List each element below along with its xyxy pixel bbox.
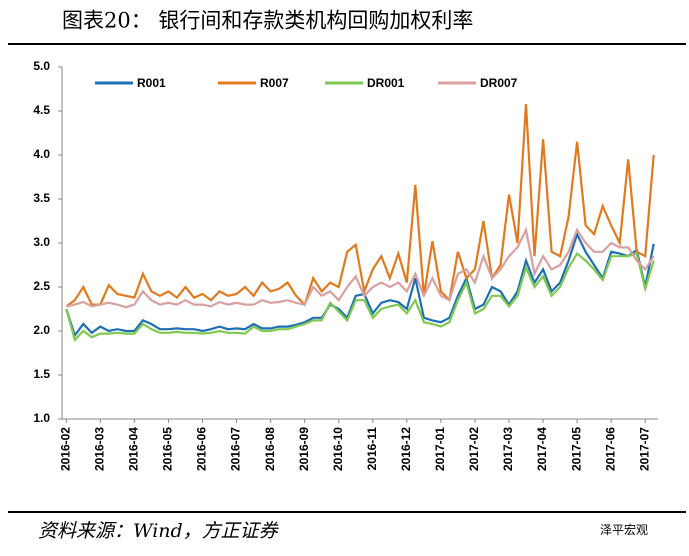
x-tick-label: 2017-01 xyxy=(433,427,447,471)
y-tick-label: 1.5 xyxy=(33,367,50,381)
x-tick-label: 2016-03 xyxy=(92,427,106,471)
line-series xyxy=(66,226,655,309)
line-series xyxy=(65,103,655,308)
x-tick-label: 2016-07 xyxy=(229,427,243,471)
legend-label: DR007 xyxy=(480,76,518,90)
x-tick-label: 2017-05 xyxy=(569,427,583,471)
y-tick-label: 4.5 xyxy=(33,103,50,117)
x-tick-label: 2017-03 xyxy=(501,427,515,471)
x-tick-label: 2016-12 xyxy=(399,427,413,471)
y-tick-label: 5.0 xyxy=(33,59,50,73)
x-tick-label: 2016-05 xyxy=(161,427,175,471)
x-tick-label: 2016-06 xyxy=(195,427,209,471)
y-tick-label: 1.0 xyxy=(33,411,50,425)
y-tick-label: 4.0 xyxy=(33,147,50,161)
x-tick-label: 2016-11 xyxy=(365,427,379,471)
y-tick-label: 2.0 xyxy=(33,323,50,337)
legend-label: DR001 xyxy=(367,76,405,90)
x-tick-label: 2017-07 xyxy=(637,427,651,471)
x-tick-label: 2017-02 xyxy=(467,427,481,471)
y-tick-label: 3.0 xyxy=(33,235,50,249)
legend-label: R007 xyxy=(260,76,289,90)
chart-title: 图表20： 银行间和存款类机构回购加权利率 xyxy=(62,9,473,33)
line-series xyxy=(65,231,655,338)
x-tick-label: 2017-04 xyxy=(535,427,549,471)
x-tick-label: 2016-10 xyxy=(331,427,345,471)
y-tick-label: 3.5 xyxy=(33,191,50,205)
x-tick-label: 2016-04 xyxy=(127,427,141,471)
x-tick-label: 2016-02 xyxy=(58,427,72,471)
y-tick-label: 2.5 xyxy=(33,279,50,293)
line-series xyxy=(65,251,655,342)
x-tick-label: 2017-06 xyxy=(603,427,617,471)
legend-label: R001 xyxy=(137,76,166,90)
source: 资料来源：Wind，方正证券 xyxy=(38,520,280,542)
x-tick-label: 2016-09 xyxy=(297,427,311,471)
x-tick-label: 2016-08 xyxy=(263,427,277,471)
watermark: 泽平宏观 xyxy=(600,522,648,537)
